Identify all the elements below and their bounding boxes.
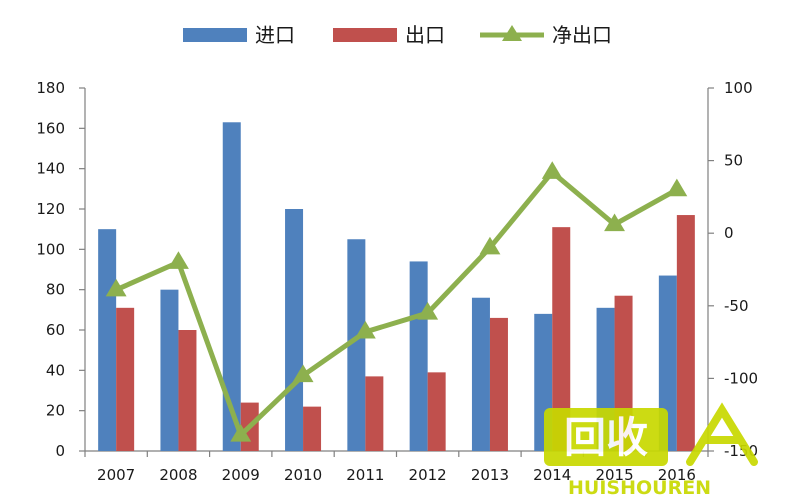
- legend-swatch: [333, 28, 397, 42]
- y-right-tick-label: 50: [724, 152, 743, 170]
- legend-swatch: [183, 28, 247, 42]
- y-left-tick-label: 120: [36, 200, 65, 218]
- y-left-tick-label: 0: [55, 442, 65, 460]
- x-tick-label: 2007: [97, 466, 135, 484]
- import-bar: [98, 229, 117, 451]
- y-left-tick-label: 60: [46, 321, 65, 339]
- net-export-series: [105, 161, 688, 442]
- import-bar: [347, 239, 366, 451]
- y-left-tick-label: 40: [46, 361, 65, 379]
- import-bar: [409, 261, 428, 451]
- watermark: 回收 HUISHOUREN: [544, 402, 758, 499]
- y-right-tick-label: -100: [724, 369, 758, 387]
- net-export-line: [115, 169, 679, 438]
- legend-net-export: 净出口: [480, 23, 612, 47]
- y-right-tick-label: 100: [724, 79, 753, 97]
- legend: 进口 出口 净出口: [183, 23, 612, 47]
- net-export-marker: [354, 320, 376, 339]
- y-left-tick-label: 100: [36, 240, 65, 258]
- legend-import: 进口: [183, 23, 295, 47]
- net-export-marker: [417, 302, 439, 320]
- legend-label: 进口: [255, 23, 295, 47]
- x-tick-label: 2015: [595, 466, 633, 484]
- import-bar: [160, 289, 179, 451]
- import-bar: [285, 209, 304, 451]
- net-export-marker: [604, 213, 625, 232]
- y-right-tick-label: 0: [724, 224, 734, 242]
- watermark-badge: [544, 408, 668, 466]
- x-tick-label: 2016: [658, 466, 696, 484]
- export-bar: [303, 406, 322, 451]
- y-left-tick-label: 20: [46, 402, 65, 420]
- axes: 020406080100120140160180-150-100-5005010…: [36, 79, 758, 460]
- net-export-marker: [479, 236, 501, 255]
- x-tick-label: 2008: [159, 466, 197, 484]
- import-bar: [222, 122, 241, 452]
- net-export-marker: [666, 178, 688, 197]
- legend-swatch-marker: [502, 25, 522, 41]
- y-left-tick-label: 80: [46, 281, 65, 299]
- legend-label: 净出口: [552, 23, 612, 47]
- watermark-logo: 回收 HUISHOUREN: [544, 402, 758, 499]
- import-bar: [658, 275, 677, 451]
- export-bar: [427, 372, 446, 451]
- legend-label: 出口: [405, 23, 445, 47]
- x-tick-label: 2014: [533, 466, 571, 484]
- export-bar: [178, 330, 197, 451]
- x-tick-label: 2011: [346, 466, 384, 484]
- y-left-tick-label: 160: [36, 119, 65, 137]
- y-left-tick-label: 140: [36, 160, 65, 178]
- watermark-brand-text: HUISHOUREN: [568, 477, 711, 499]
- x-tick-label: 2009: [222, 466, 260, 484]
- net-export-marker: [292, 364, 314, 383]
- net-export-marker: [541, 161, 563, 179]
- net-export-marker: [105, 278, 127, 297]
- x-axis-tick-labels: 2007 2008 2009 2010 2011 2012 2013 2014 2015 2016: [97, 466, 696, 484]
- legend-export: 出口: [333, 23, 445, 47]
- import-bar: [471, 297, 490, 451]
- net-export-marker: [168, 251, 189, 269]
- x-tick-label: 2010: [284, 466, 322, 484]
- export-bar: [552, 227, 571, 451]
- net-export-marker: [230, 424, 252, 442]
- export-bar: [489, 317, 508, 451]
- y-left-tick-label: 180: [36, 79, 65, 97]
- watermark-figure-icon: [686, 402, 758, 466]
- x-tick-label: 2013: [471, 466, 509, 484]
- export-bar: [116, 307, 135, 451]
- export-bar: [365, 376, 384, 451]
- export-bar: [676, 215, 695, 451]
- x-tick-label: 2012: [409, 466, 447, 484]
- y-right-tick-label: -50: [724, 297, 749, 315]
- watermark-logo-text: 回收: [564, 413, 648, 462]
